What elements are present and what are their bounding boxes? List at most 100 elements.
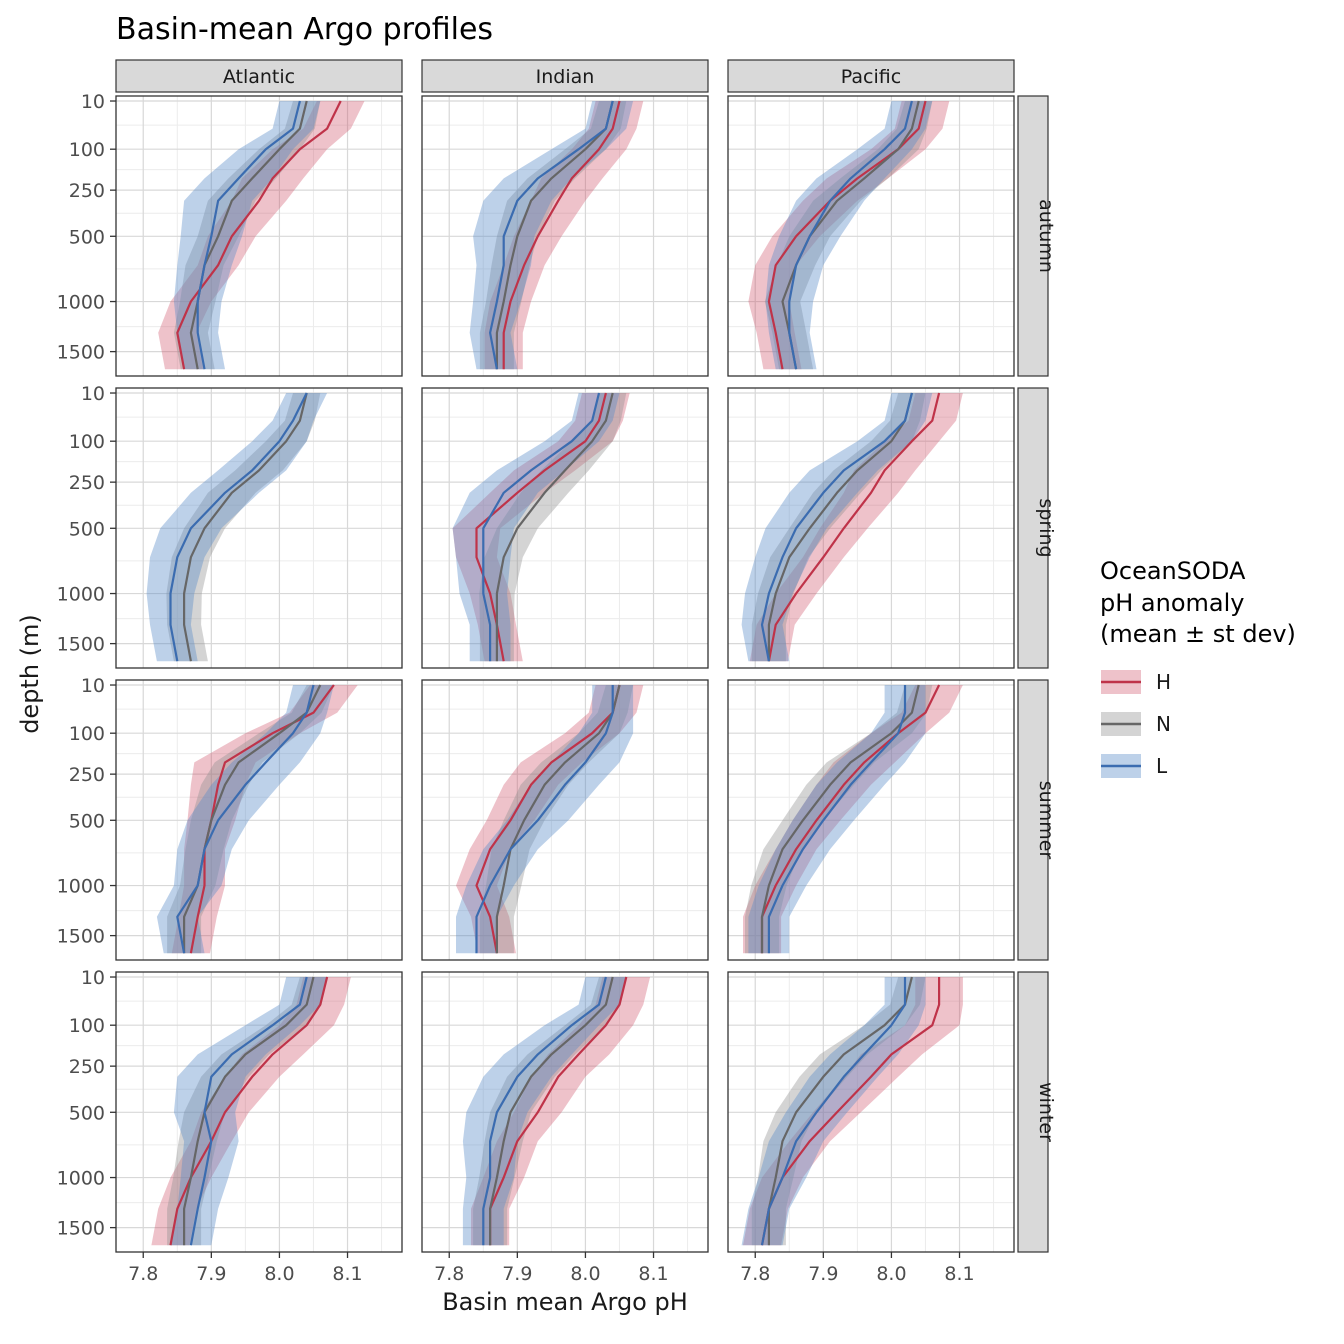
ribbon-N bbox=[764, 101, 933, 370]
ribbon-L bbox=[173, 101, 321, 370]
line-L bbox=[475, 685, 614, 954]
y-tick-label: 1000 bbox=[57, 292, 105, 314]
y-tick-label: 1500 bbox=[57, 926, 105, 948]
strip-col-Pacific bbox=[727, 59, 1015, 93]
strip-row-label: winter bbox=[1035, 1082, 1057, 1142]
y-tick-label: 250 bbox=[69, 1056, 105, 1078]
strip-row-label: autumn bbox=[1035, 199, 1057, 273]
line-N bbox=[183, 684, 322, 954]
y-tick-label: 100 bbox=[69, 1015, 105, 1037]
ribbon-L bbox=[741, 977, 926, 1246]
y-tick-label: 1000 bbox=[57, 584, 105, 606]
x-tick-label: 7.9 bbox=[808, 1263, 838, 1285]
panel-series bbox=[151, 976, 351, 1246]
line-H bbox=[489, 976, 628, 1246]
line-L bbox=[788, 100, 913, 370]
y-tick-label: 10 bbox=[81, 675, 105, 697]
x-tick-label: 8.0 bbox=[570, 1263, 600, 1285]
panel-border bbox=[421, 95, 709, 377]
line-L bbox=[176, 684, 315, 954]
ribbon-H bbox=[151, 977, 351, 1246]
ribbon-H bbox=[743, 685, 963, 954]
y-tick-label: 250 bbox=[69, 472, 105, 494]
y-axis-label: depth (m) bbox=[16, 614, 44, 734]
line-N bbox=[495, 100, 614, 370]
ribbon-L bbox=[765, 101, 933, 370]
panel-series bbox=[743, 684, 963, 954]
x-tick-label: 7.8 bbox=[740, 1263, 770, 1285]
panel-border bbox=[727, 679, 1015, 961]
y-tick-label: 1500 bbox=[57, 342, 105, 364]
line-L bbox=[189, 976, 308, 1246]
y-tick-label: 100 bbox=[69, 431, 105, 453]
strip-row-winter bbox=[1017, 971, 1049, 1253]
panel-Atlantic-spring bbox=[115, 387, 403, 669]
panel-border bbox=[421, 679, 709, 961]
panel-Pacific-winter bbox=[727, 971, 1015, 1253]
line-L bbox=[489, 100, 614, 370]
legend-title: OceanSODA pH anomaly (mean ± st dev) bbox=[1100, 556, 1344, 651]
legend-title-line3: (mean ± st dev) bbox=[1100, 620, 1296, 649]
ribbon-N bbox=[473, 977, 627, 1246]
line-H bbox=[760, 684, 941, 954]
x-tick-label: 7.9 bbox=[502, 1263, 532, 1285]
panel-series bbox=[156, 684, 358, 954]
ribbon-H bbox=[484, 101, 644, 370]
line-N bbox=[183, 392, 308, 662]
panel-Indian-winter bbox=[421, 971, 709, 1253]
strip-col-label: Atlantic bbox=[223, 66, 295, 88]
legend-key-H-icon bbox=[1101, 670, 1141, 695]
panel-Atlantic-autumn bbox=[115, 95, 403, 377]
ribbon-N bbox=[167, 977, 328, 1246]
line-L bbox=[196, 100, 301, 370]
panel-series bbox=[158, 100, 365, 370]
y-tick-label: 500 bbox=[69, 1102, 105, 1124]
line-H bbox=[767, 392, 941, 662]
panel-Pacific-autumn bbox=[727, 95, 1015, 377]
ribbon-N bbox=[167, 685, 334, 954]
line-H bbox=[176, 100, 342, 370]
panel-Pacific-spring bbox=[727, 387, 1015, 669]
strip-row-autumn bbox=[1017, 95, 1049, 377]
panel-series bbox=[741, 392, 963, 662]
line-L bbox=[482, 976, 607, 1246]
ribbon-N bbox=[745, 685, 933, 954]
panel-border bbox=[727, 971, 1015, 1253]
line-L bbox=[169, 392, 308, 662]
panel-series bbox=[748, 100, 950, 370]
line-L bbox=[767, 685, 907, 954]
ribbon-H bbox=[171, 685, 358, 954]
strip-col-Indian bbox=[421, 59, 709, 93]
legend-label-L: L bbox=[1156, 754, 1168, 779]
ribbon-H bbox=[743, 977, 963, 1246]
line-H bbox=[502, 100, 621, 370]
panel-Indian-autumn bbox=[421, 95, 709, 377]
panel-series bbox=[456, 684, 644, 954]
y-tick-label: 100 bbox=[69, 723, 105, 745]
panel-Indian-summer bbox=[421, 679, 709, 961]
y-tick-label: 1500 bbox=[57, 634, 105, 656]
x-axis-label: Basin mean Argo pH bbox=[442, 1288, 688, 1316]
y-tick-label: 500 bbox=[69, 810, 105, 832]
legend-item-H: H bbox=[1100, 667, 1344, 697]
line-N bbox=[183, 976, 315, 1246]
ribbon-N bbox=[166, 393, 321, 662]
panel-series bbox=[146, 392, 328, 662]
y-tick-label: 500 bbox=[69, 518, 105, 540]
ribbon-N bbox=[479, 393, 627, 662]
legend-item-N: N bbox=[1100, 709, 1344, 739]
legend-label-N: N bbox=[1156, 712, 1171, 737]
legend-item-L: L bbox=[1100, 751, 1344, 781]
strip-row-summer bbox=[1017, 679, 1049, 961]
panel-Atlantic-winter bbox=[115, 971, 403, 1253]
ribbon-N bbox=[479, 101, 627, 370]
legend-key-N-icon bbox=[1101, 712, 1141, 737]
ribbon-H bbox=[749, 393, 963, 662]
y-tick-label: 100 bbox=[69, 139, 105, 161]
panel-border bbox=[421, 387, 709, 669]
legend-key-L-icon bbox=[1101, 754, 1141, 779]
line-N bbox=[189, 100, 308, 370]
